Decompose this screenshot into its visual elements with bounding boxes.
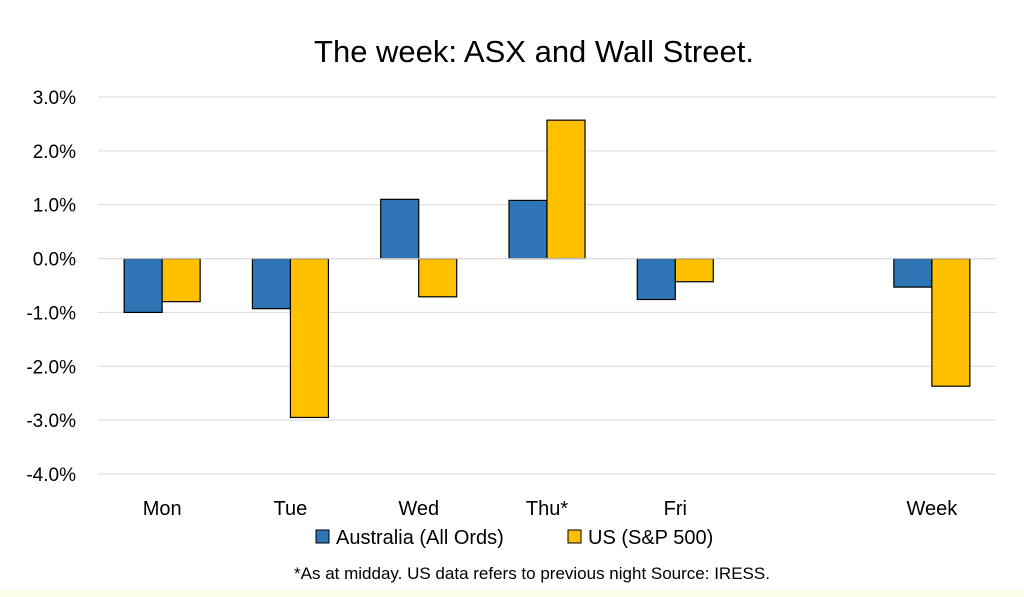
y-tick-label: -1.0% bbox=[26, 303, 76, 324]
legend-swatch bbox=[315, 529, 330, 544]
y-tick-label: -3.0% bbox=[26, 411, 76, 432]
bar-us bbox=[289, 257, 330, 419]
legend: Australia (All Ords) US (S&P 500) bbox=[315, 527, 713, 549]
bar-us bbox=[418, 257, 458, 298]
bar-australia bbox=[380, 198, 420, 260]
bar-australia bbox=[251, 257, 292, 310]
legend-label: Australia (All Ords) bbox=[336, 527, 504, 549]
x-tick-label: Fri bbox=[664, 498, 687, 520]
y-axis-ticks: 3.0% 2.0% 1.0% 0.0% -1.0% -2.0% -3.0% -4.0% bbox=[26, 88, 76, 486]
y-tick-label: 2.0% bbox=[33, 142, 76, 163]
x-tick-label: Tue bbox=[274, 498, 308, 520]
y-tick-label: -2.0% bbox=[26, 357, 76, 378]
x-tick-label: Week bbox=[906, 498, 958, 520]
y-tick-label: -4.0% bbox=[26, 465, 76, 486]
chart-title: The week: ASX and Wall Street. bbox=[314, 34, 754, 69]
bar-us bbox=[546, 119, 586, 260]
legend-swatch bbox=[567, 529, 582, 544]
y-tick-label: 0.0% bbox=[33, 250, 76, 271]
x-axis-labels: Mon Tue Wed Thu* Fri Week bbox=[143, 498, 959, 520]
x-tick-label: Wed bbox=[398, 498, 439, 520]
legend-label: US (S&P 500) bbox=[588, 527, 713, 549]
x-tick-label: Thu* bbox=[526, 498, 568, 520]
x-tick-label: Mon bbox=[143, 498, 182, 520]
bar-us bbox=[674, 257, 714, 283]
bar-australia bbox=[123, 257, 163, 314]
footnote: *As at midday. US data refers to previou… bbox=[294, 564, 770, 583]
y-tick-label: 3.0% bbox=[33, 88, 76, 109]
bar-us bbox=[161, 257, 201, 303]
bars bbox=[123, 119, 971, 419]
bar-australia bbox=[893, 257, 933, 288]
y-tick-label: 1.0% bbox=[33, 196, 76, 217]
bar-australia bbox=[636, 257, 676, 301]
bar-australia bbox=[508, 199, 548, 260]
bottom-strip bbox=[0, 590, 1024, 597]
bar-us bbox=[931, 257, 971, 387]
